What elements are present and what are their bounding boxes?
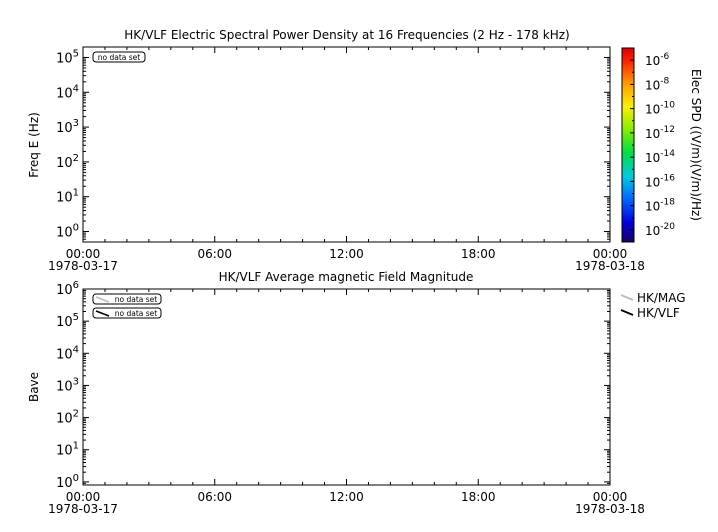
panel1-x-tick-label: 00:00 [593,247,628,261]
panel2-y-tick-label: 102 [56,409,79,427]
colorbar-tick-label: 10-18 [645,198,675,214]
colorbar-tick-label: 10-6 [645,52,670,68]
colorbar-tick-label: 10-10 [645,101,675,117]
colorbar-tick-label: 10-14 [645,149,675,165]
panel1-date-end: 1978-03-18 [575,259,645,273]
colorbar-tick-label: 10-12 [645,125,675,141]
panel1-ylabel: Freq E (Hz) [27,112,41,178]
panel2-x-tick-label: 18:00 [461,490,496,504]
panel1-x-tick-label: 00:00 [66,247,101,261]
panel2-y-tick-label: 103 [56,376,79,394]
panel1-y-tick-label: 101 [56,188,79,206]
panel1-x-tick-label: 06:00 [197,247,232,261]
panel2-y-tick-label: 106 [56,280,79,298]
panel2-y-axis: 100 101 102 103 104 105 106 [56,280,610,491]
legend-swatch-vlf [620,309,634,316]
panel1-no-data-text: no data set [98,53,141,62]
panel1-y-tick-label: 102 [56,153,79,171]
panel1-y-tick-label: 103 [56,118,79,136]
panel1-title: HK/VLF Electric Spectral Power Density a… [124,28,569,42]
panel1-y-tick-label: 104 [56,83,79,101]
panel2-y-tick-label: 105 [56,312,79,330]
colorbar-label: Elec SPD ((V/m)(V/m)/Hz) [689,69,703,221]
panel2-x-tick-label: 06:00 [197,490,232,504]
panel2-x-tick-label: 12:00 [329,490,364,504]
panel2-x-tick-label: 00:00 [593,490,628,504]
legend: HK/MAG HK/VLF [620,291,686,320]
panel1-y-tick-label: 105 [56,48,79,66]
panel1-x-tick-label: 18:00 [461,247,496,261]
panel2-no-data-text-mag: no data set [115,295,158,304]
panel1-x-tick-label: 12:00 [329,247,364,261]
panel1-no-data-badge: no data set [92,51,146,63]
legend-swatch-mag [620,294,634,301]
panel1-date-start: 1978-03-17 [48,259,118,273]
panel2-x-tick-label: 00:00 [66,490,101,504]
panel2-plot-frame [82,288,611,486]
panel2-y-tick-label: 104 [56,344,79,362]
panel2-no-data-badge-vlf: no data set [92,307,162,319]
panel2-ylabel: Bave [27,372,41,402]
colorbar-tick-label: 10-8 [645,76,670,92]
panel2-no-data-text-vlf: no data set [115,309,158,318]
colorbar-tick-label: 10-16 [645,173,675,189]
panel1-plot-frame [82,46,611,243]
panel2-title: HK/VLF Average magnetic Field Magnitude [219,270,474,284]
panel2-y-tick-label: 101 [56,441,79,459]
panel2-date-start: 1978-03-17 [48,502,118,516]
colorbar-tick-label: 10-20 [645,222,675,238]
colorbar-ticks: 10-6 10-8 10-10 10-12 10-14 10-16 10-18 10-20 [630,47,675,243]
panel1-y-axis: 100 101 102 103 104 105 [56,46,610,243]
panel2-date-end: 1978-03-18 [575,502,645,516]
panel1-y-tick-label: 100 [56,223,79,241]
legend-label-mag: HK/MAG [637,291,686,305]
panel2-y-tick-label: 100 [56,473,79,491]
legend-label-vlf: HK/VLF [637,306,680,320]
panel2-no-data-badge-mag: no data set [92,293,162,305]
